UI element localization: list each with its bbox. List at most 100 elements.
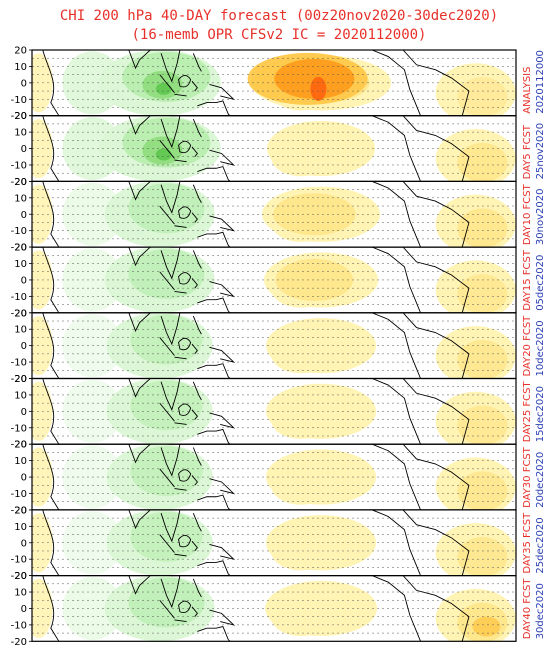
panel-date: 20dec2020 <box>535 452 546 508</box>
y-tick-label: 10 <box>14 522 27 533</box>
coastlines-8 <box>42 575 470 642</box>
panel-date: 10dec2020 <box>535 320 546 376</box>
yellow-region-atlantic-mid <box>457 274 508 313</box>
coast-america-east <box>402 444 470 510</box>
y-tick-label: -10 <box>11 489 27 500</box>
coast-sulawesi <box>191 540 198 552</box>
panel-date: 30dec2020 <box>535 583 546 639</box>
coast-australia <box>197 625 231 642</box>
yellow-region-pacific-b <box>270 399 331 440</box>
y-tick-label: 10 <box>14 62 27 73</box>
coast-australia <box>197 166 231 182</box>
coastlines-7 <box>42 509 470 576</box>
coast-sumatra-java <box>159 534 187 557</box>
coast-america-east <box>402 312 470 379</box>
y-tick-label: 0 <box>21 210 27 221</box>
yellow-region-atlantic-mid <box>457 405 508 445</box>
anomaly-field-7 <box>32 509 516 576</box>
coast-america-west <box>371 247 421 313</box>
green-region-mid <box>128 577 205 628</box>
y-tick-label: -20 <box>11 177 27 188</box>
coast-new-guinea <box>209 84 236 101</box>
coast-america-east <box>402 181 470 248</box>
yellow-region-pacific-b <box>270 136 331 177</box>
panel-8: 20 10 0 -10 -20 DAY40 FCST 30dec2020 <box>11 571 546 648</box>
y-tick-label: -10 <box>11 620 27 631</box>
y-tick-label: 10 <box>14 390 27 401</box>
coast-africa <box>42 575 60 642</box>
anomaly-field-3 <box>32 247 516 313</box>
coast-philippines <box>192 578 202 598</box>
y-tick-label: -20 <box>11 637 27 648</box>
y-tick-label: -20 <box>11 571 27 582</box>
y-tick-label: -20 <box>11 308 27 319</box>
y-tick-label: 0 <box>21 604 27 615</box>
yellow-region-pacific-mid <box>273 193 356 236</box>
panel-date: 15dec2020 <box>535 386 546 442</box>
coast-india <box>128 312 151 333</box>
coast-philippines <box>192 447 202 466</box>
coast-america-east <box>402 509 470 576</box>
coast-borneo <box>178 206 192 219</box>
coast-indochina <box>160 509 181 543</box>
panel-label: DAY25 FCST <box>522 381 533 443</box>
coast-africa <box>42 115 60 182</box>
coast-philippines <box>192 118 202 138</box>
panel-date: 2020112000 <box>535 50 546 114</box>
y-tick-label: -20 <box>11 440 27 451</box>
coast-borneo <box>178 600 192 614</box>
yellow-region-atlantic-mid <box>457 537 508 576</box>
panel-7: 20 10 0 -10 -20 DAY35 FCST 25dec2020 <box>11 505 546 582</box>
panel-label: DAY15 FCST <box>522 249 533 311</box>
green-region-core <box>155 82 172 95</box>
green-region-mid <box>130 314 203 365</box>
anomaly-field-4 <box>32 312 516 379</box>
y-tick-label: 0 <box>21 538 27 549</box>
panel-2: 20 10 0 -10 -20 DAY10 FCST 30nov2020 <box>11 177 546 254</box>
coast-australia <box>197 428 231 445</box>
panel-label: DAY30 FCST <box>522 446 533 508</box>
coast-america-west <box>371 115 421 182</box>
coast-australia <box>197 297 231 313</box>
y-tick-label: 20 <box>14 571 27 582</box>
coast-australia <box>197 231 231 248</box>
y-tick-label: -20 <box>11 374 27 385</box>
coast-sulawesi <box>191 146 198 158</box>
panel-4: 20 10 0 -10 -20 DAY20 FCST 10dec2020 <box>11 308 546 385</box>
coast-india <box>128 247 151 267</box>
coast-sulawesi <box>191 80 198 92</box>
coast-america-east <box>402 378 470 445</box>
anomaly-field-2 <box>32 181 516 248</box>
y-tick-label: -20 <box>11 505 27 516</box>
coast-philippines <box>192 381 202 401</box>
coast-sulawesi <box>191 475 198 486</box>
green-region-mid <box>130 511 203 562</box>
coast-sulawesi <box>191 343 198 355</box>
coast-sumatra-java <box>159 74 187 97</box>
coast-new-guinea <box>209 149 236 166</box>
coast-indochina <box>160 181 181 214</box>
yellow-region-pacific-mid <box>275 258 354 301</box>
coast-india <box>128 575 151 595</box>
coastlines-2 <box>42 181 470 248</box>
coast-america-east <box>402 50 470 116</box>
coast-indochina <box>160 247 181 280</box>
coast-sumatra-java <box>159 271 187 294</box>
coast-africa <box>42 247 60 313</box>
coast-america-west <box>371 509 421 576</box>
y-tick-label: -10 <box>11 358 27 369</box>
coast-indochina <box>160 115 181 149</box>
coast-indochina <box>160 312 181 346</box>
coast-sulawesi <box>191 409 198 420</box>
panel-5: 20 10 0 -10 -20 DAY25 FCST 15dec2020 <box>11 374 546 451</box>
yellow-region-atlantic-mid <box>457 208 508 248</box>
coastlines-5 <box>42 378 470 445</box>
coast-philippines <box>192 53 202 72</box>
coast-sumatra-java <box>159 205 187 228</box>
green-region-mid <box>130 446 203 497</box>
y-tick-label: -10 <box>11 555 27 566</box>
yellow-region-pacific-b <box>270 333 331 374</box>
panel-label: DAY5 FCST <box>522 124 533 179</box>
y-tick-label: 10 <box>14 193 27 204</box>
y-tick-label: 10 <box>14 325 27 336</box>
